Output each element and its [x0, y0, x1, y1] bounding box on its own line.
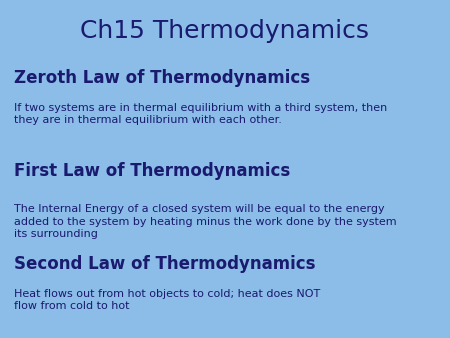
Text: First Law of Thermodynamics: First Law of Thermodynamics — [14, 162, 290, 180]
Text: Second Law of Thermodynamics: Second Law of Thermodynamics — [14, 255, 315, 273]
Text: Heat flows out from hot objects to cold; heat does NOT
flow from cold to hot: Heat flows out from hot objects to cold;… — [14, 289, 320, 311]
Text: The Internal Energy of a closed system will be equal to the energy
added to the : The Internal Energy of a closed system w… — [14, 204, 396, 239]
Text: Zeroth Law of Thermodynamics: Zeroth Law of Thermodynamics — [14, 69, 310, 87]
Text: If two systems are in thermal equilibrium with a third system, then
they are in : If two systems are in thermal equilibriu… — [14, 103, 387, 125]
Text: Ch15 Thermodynamics: Ch15 Thermodynamics — [81, 19, 369, 43]
